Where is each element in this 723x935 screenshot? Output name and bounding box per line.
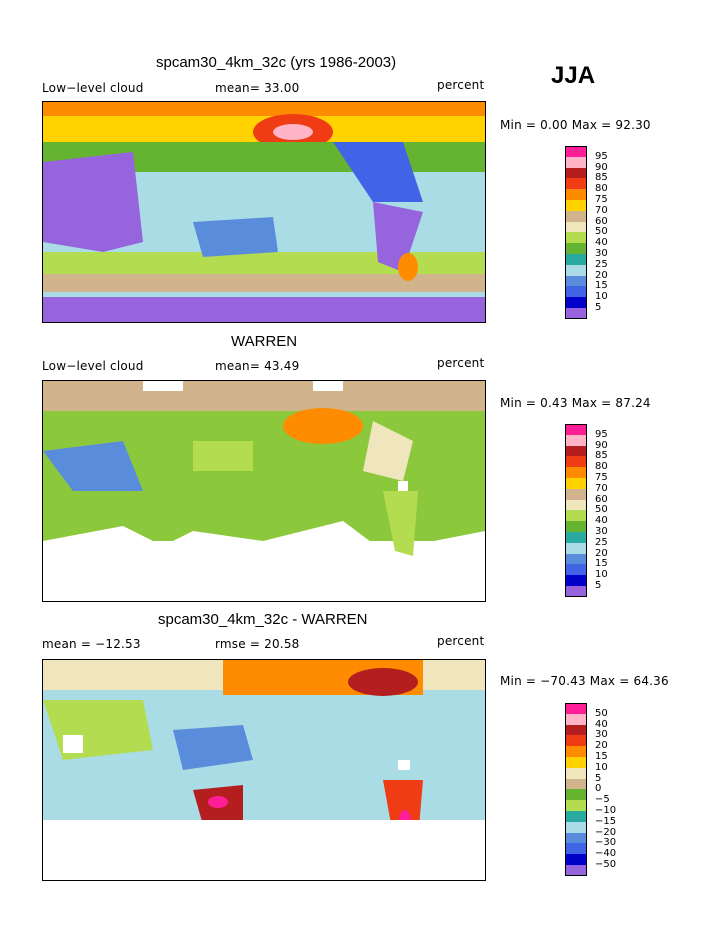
colorbar-tick-label: 80 xyxy=(595,461,608,473)
panel-2-field xyxy=(43,381,485,601)
colorbar-tick-label: 30 xyxy=(595,729,608,741)
colorbar-tick-label: 20 xyxy=(595,547,608,559)
colorbar-frame xyxy=(565,424,587,597)
panel-3-minmax-label: Min = −70.43 Max = 64.36 xyxy=(500,674,669,688)
colorbar-tick-label: 10 xyxy=(595,291,608,303)
panel-1-variable-label: Low−level cloud xyxy=(42,81,144,95)
colorbar-tick-label: 15 xyxy=(595,751,608,762)
colorbar-tick-label: 95 xyxy=(595,428,608,440)
colorbar-tick-label: 15 xyxy=(595,280,608,292)
colorbar-tick-label: 25 xyxy=(595,258,608,270)
colorbar-tick-label: 75 xyxy=(595,194,608,205)
panel-3-map xyxy=(42,659,486,881)
colorbar-frame xyxy=(565,146,587,319)
panel-1-mean-label: mean= 33.00 xyxy=(215,81,300,95)
colorbar-tick-label: 60 xyxy=(595,493,608,505)
panel-1-title: spcam30_4km_32c (yrs 1986-2003) xyxy=(156,54,397,71)
colorbar-tick-label: 25 xyxy=(595,536,608,548)
colorbar-tick-label: 0 xyxy=(595,783,602,795)
colorbar-tick-label: 85 xyxy=(595,450,608,462)
colorbar-tick-label: 75 xyxy=(595,472,608,483)
colorbar-tick-label: 20 xyxy=(595,740,608,752)
colorbar-tick-label: −5 xyxy=(595,794,610,806)
colorbar-tick-label: −15 xyxy=(595,815,617,827)
colorbar-tick-label: 85 xyxy=(595,172,608,184)
panel-1-field xyxy=(43,102,485,322)
panel-3-title: spcam30_4km_32c - WARREN xyxy=(158,611,368,628)
colorbar-tick-label: 10 xyxy=(595,761,608,773)
panel-2-mean-label: mean= 43.49 xyxy=(215,359,300,373)
colorbar-tick-label: −20 xyxy=(595,826,617,838)
colorbar-tick-label: 40 xyxy=(595,718,608,730)
panel-2-map xyxy=(42,380,486,602)
colorbar-tick-label: 10 xyxy=(595,569,608,581)
panel-1-units-label: percent xyxy=(437,78,485,92)
colorbar-tick-label: 60 xyxy=(595,215,608,227)
colorbar-tick-label: −50 xyxy=(595,859,617,870)
colorbar-tick-label: 15 xyxy=(595,558,608,570)
colorbar-tick-label: 70 xyxy=(595,204,608,216)
panel-3-rmse-label: rmse = 20.58 xyxy=(215,637,300,651)
colorbar-frame xyxy=(565,703,587,876)
colorbar-tick-label: 90 xyxy=(595,161,608,173)
panel-3-units-label: percent xyxy=(437,634,485,648)
colorbar-tick-label: 80 xyxy=(595,183,608,195)
colorbar-tick-label: 50 xyxy=(595,226,608,238)
panel-1-map xyxy=(42,101,486,323)
colorbar-tick-label: −30 xyxy=(595,837,617,849)
colorbar-tick-label: 70 xyxy=(595,482,608,494)
colorbar-tick-label: 95 xyxy=(595,150,608,162)
colorbar-tick-label: 40 xyxy=(595,237,608,249)
colorbar-tick-label: 30 xyxy=(595,248,608,259)
panel-3-field xyxy=(43,660,485,880)
panel-2-units-label: percent xyxy=(437,356,485,370)
panel-1-minmax-label: Min = 0.00 Max = 92.30 xyxy=(500,118,651,132)
panel-2-title: WARREN xyxy=(231,333,298,350)
colorbar-tick-label: 40 xyxy=(595,515,608,527)
panel-2-variable-label: Low−level cloud xyxy=(42,359,144,373)
colorbar-tick-label: −10 xyxy=(595,805,617,816)
colorbar-tick-label: 50 xyxy=(595,707,608,719)
colorbar-tick-label: 90 xyxy=(595,439,608,451)
colorbar-tick-label: 20 xyxy=(595,269,608,281)
panel-3-mean-label: mean = −12.53 xyxy=(42,637,141,651)
colorbar-tick-label: 30 xyxy=(595,526,608,537)
panel-2-minmax-label: Min = 0.43 Max = 87.24 xyxy=(500,396,651,410)
colorbar-tick-label: −40 xyxy=(595,848,617,860)
colorbar-tick-label: 5 xyxy=(595,302,602,313)
season-label: JJA xyxy=(551,62,596,89)
colorbar-tick-label: 5 xyxy=(595,772,602,784)
colorbar-tick-label: 5 xyxy=(595,580,602,591)
colorbar-tick-label: 50 xyxy=(595,504,608,516)
